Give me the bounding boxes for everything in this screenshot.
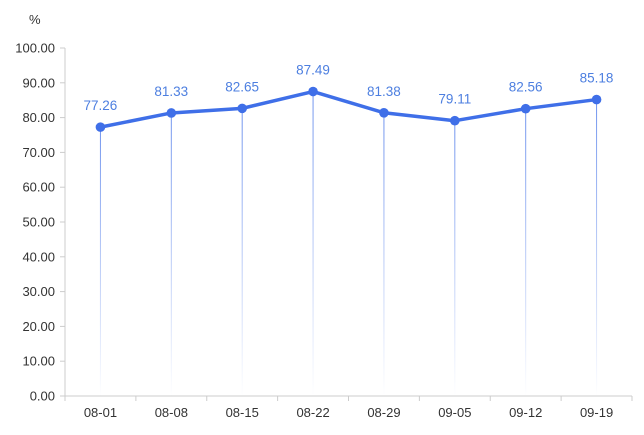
data-point[interactable] bbox=[520, 103, 531, 114]
y-tick-label: 30.00 bbox=[22, 284, 55, 299]
data-point[interactable] bbox=[591, 94, 602, 105]
data-label: 81.33 bbox=[154, 84, 188, 99]
data-labels: 77.26 81.33 82.65 87.49 81.38 79.11 82.56 85.18 bbox=[84, 63, 614, 114]
data-label: 82.65 bbox=[225, 79, 259, 94]
data-point[interactable] bbox=[450, 115, 460, 126]
x-tick-label: 09-19 bbox=[580, 405, 613, 420]
drop-line bbox=[241, 108, 243, 397]
drop-line bbox=[99, 127, 101, 397]
data-label: 87.49 bbox=[296, 63, 330, 78]
data-label: 82.56 bbox=[509, 80, 543, 95]
x-tick-label: 08-08 bbox=[155, 405, 188, 420]
data-label: 81.38 bbox=[367, 84, 401, 99]
y-tick-label: 40.00 bbox=[22, 249, 55, 264]
x-tick-label: 08-15 bbox=[226, 405, 259, 420]
data-point[interactable] bbox=[166, 108, 177, 118]
drop-line bbox=[383, 112, 385, 396]
y-tick-label: 0.00 bbox=[30, 389, 55, 404]
y-tick-label: 20.00 bbox=[22, 319, 55, 334]
x-tick-label: 09-05 bbox=[438, 405, 471, 420]
y-tick-label: 50.00 bbox=[22, 215, 55, 230]
x-tick-label: 08-01 bbox=[84, 405, 117, 420]
data-label: 85.18 bbox=[580, 71, 614, 86]
drop-line bbox=[525, 108, 527, 397]
y-axis: 0.00 10.00 20.00 30.00 40.00 50.00 60.00 70.00 8… bbox=[15, 41, 66, 404]
y-axis-unit-label: % bbox=[29, 12, 41, 27]
drop-line bbox=[454, 120, 456, 396]
y-tick-label: 60.00 bbox=[22, 180, 55, 195]
y-tick-label: 100.00 bbox=[15, 41, 55, 56]
x-tick-label: 08-22 bbox=[296, 405, 329, 420]
y-tick-label: 90.00 bbox=[22, 75, 55, 90]
data-point[interactable] bbox=[379, 107, 389, 118]
y-tick-label: 80.00 bbox=[22, 110, 55, 125]
y-tick-label: 70.00 bbox=[22, 145, 55, 160]
data-points bbox=[95, 86, 602, 132]
x-axis: 08-01 08-08 08-15 08-22 08-29 09-05 09-12 09-19 bbox=[64, 395, 633, 420]
data-point[interactable] bbox=[95, 122, 106, 132]
drop-line bbox=[312, 91, 314, 397]
series-line bbox=[98, 89, 599, 129]
x-tick-label: 09-12 bbox=[509, 405, 542, 420]
data-label: 77.26 bbox=[84, 98, 118, 113]
series-line-group bbox=[98, 89, 599, 129]
data-label: 79.11 bbox=[438, 92, 471, 107]
y-tick-label: 10.00 bbox=[22, 354, 55, 369]
x-tick-label: 08-29 bbox=[367, 405, 400, 420]
drop-line bbox=[596, 99, 598, 396]
drop-line bbox=[170, 112, 172, 396]
data-point[interactable] bbox=[308, 86, 318, 97]
data-point[interactable] bbox=[237, 103, 247, 114]
drop-lines bbox=[99, 91, 598, 397]
